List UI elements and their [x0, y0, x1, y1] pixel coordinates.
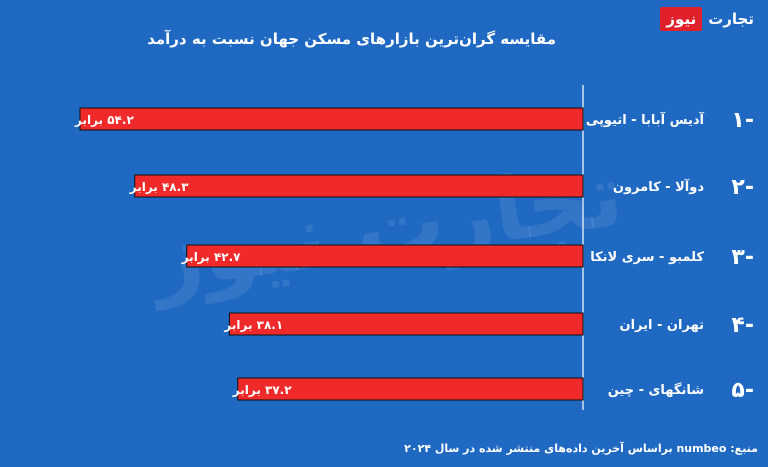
source-note: منبع: numbeo براساس آخرین داده‌های منتشر…: [404, 442, 758, 455]
category-label: دوآلا - کامرون: [613, 178, 704, 195]
rank-label: -۵: [731, 378, 754, 403]
category-label: تهران - ایران: [619, 318, 704, 333]
rank-label: -۳: [731, 245, 754, 270]
brand-logo-text: تجارت: [708, 10, 754, 28]
bar-value-label: ۵۴.۲ برابر: [74, 113, 134, 127]
chart-title: مقایسه گران‌ترین بازارهای مسکن جهان نسبت…: [147, 30, 556, 48]
brand-logo: تجارت نیوز: [660, 6, 760, 32]
bar-value-label: ۴۲.۷ برابر: [181, 250, 241, 264]
rank-label: -۱: [731, 108, 754, 133]
category-label: کلمبو - سری لانکا: [590, 250, 704, 265]
bar: [186, 244, 584, 268]
bar-value-label: ۳۸.۱ برابر: [223, 318, 283, 332]
rank-label: -۴: [731, 313, 754, 338]
category-label: شانگهای - چین: [608, 382, 704, 398]
bar: [237, 377, 584, 401]
bar-value-label: ۳۷.۲ برابر: [232, 383, 292, 397]
bar: [228, 312, 584, 336]
bar: [79, 107, 584, 131]
bar-value-label: ۴۸.۳ برابر: [129, 180, 189, 194]
bar: [134, 174, 584, 198]
category-label: آدیس آبابا - اتیوپی: [586, 111, 705, 128]
brand-logo-badge: نیوز: [660, 7, 703, 31]
rank-label: -۲: [731, 175, 754, 200]
